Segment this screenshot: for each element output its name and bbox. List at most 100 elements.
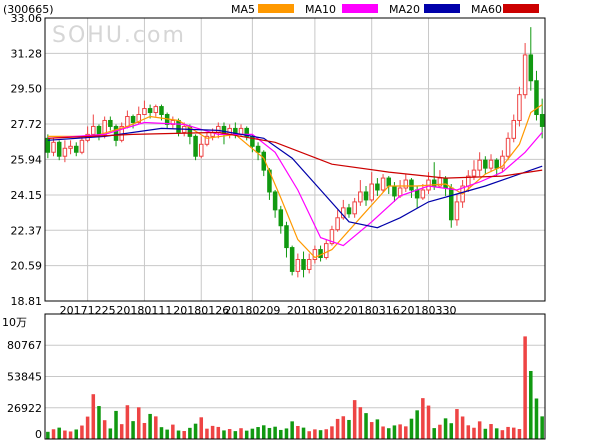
date-tick-label: 20180126 [173,304,229,317]
candle-body [420,189,426,199]
volume-bar [347,419,351,439]
legend-swatch-ma20 [424,4,460,13]
volume-bar [449,423,454,439]
date-tick-label: 20180316 [344,304,400,317]
legend: MA5 MA10 MA20 MA60 [231,3,539,16]
volume-bar [296,425,300,439]
volume-bar [193,423,198,439]
candle-body [312,249,318,260]
candle-body [255,145,261,153]
price-tick-label: 18.81 [11,295,43,308]
candle-body [227,127,232,135]
candle-body [500,155,505,169]
candle [420,184,426,200]
price-tick-label: 31.28 [11,47,43,60]
volume-tick-label: 80767 [7,339,42,352]
volume-bar [63,430,67,439]
volume-bar [386,428,391,439]
volume-bar [267,427,272,439]
volume-bar [438,424,442,439]
candle-body [454,201,460,221]
candle [68,140,73,155]
volume-bar [131,421,135,439]
volume-bar [494,428,499,439]
volume-bar [529,370,533,439]
candle [346,203,352,218]
volume-bar [227,429,232,439]
legend-label-ma5: MA5 [231,3,255,16]
candle [323,239,329,260]
volume-bar [352,400,357,439]
volume-bar [119,424,124,439]
candle [494,158,499,177]
volume-bar [136,407,141,439]
candle [380,174,386,192]
volume-bar [290,421,294,439]
volume-bar [199,417,204,439]
candle-body [130,116,136,123]
candle [335,209,340,232]
volume-bar [171,424,175,439]
volume-bar [358,407,363,439]
volume-bar [74,429,79,439]
stock-code: (300665) [3,3,54,16]
candle [448,184,454,228]
candle [306,253,312,274]
candle [244,126,249,141]
candle-body [494,159,499,169]
candle-body [159,106,164,116]
candle-body [517,94,522,121]
candle-body [216,125,221,133]
candle-body [448,187,454,221]
volume-bar [426,405,431,439]
volume-axis-labels: 80767 53845 26922 0 [7,339,42,440]
volume-bar [108,428,113,439]
price-tick-label: 27.72 [11,118,43,131]
candle [426,172,431,194]
candle-body [136,114,142,123]
candle [403,174,409,192]
candle-body [96,125,102,135]
date-tick-label: 20180302 [287,304,343,317]
candle [255,142,261,161]
candle [386,176,392,194]
ma-line-ma20 [47,127,543,229]
candle [517,86,522,127]
watermark: SOHU.com [52,23,186,48]
candle-body [534,80,539,116]
candle [454,193,460,226]
volume-bar [489,424,493,439]
candle [505,132,511,161]
candle-body [244,127,249,137]
volume-unit: 10万 [2,316,27,329]
candle-body [483,159,488,169]
candle [312,245,318,264]
volume-bar [443,418,448,439]
candle [369,172,374,202]
candle [437,170,443,188]
candle [51,138,56,157]
volume-tick-label: 26922 [7,402,42,415]
volume-bar [51,429,56,439]
candle [56,140,62,161]
date-tick-label: 20171225 [60,304,116,317]
legend-label-ma60: MA60 [471,3,502,16]
candle-body [68,145,73,149]
volume-bar [301,427,306,439]
candle-body [352,201,357,215]
candle [289,245,295,276]
candle [392,182,397,202]
candle [164,112,170,129]
candle-body [511,119,517,139]
candle [409,178,414,198]
candle-body [142,108,147,116]
candle [119,122,124,143]
candle-body [73,145,79,153]
candle-body [409,179,414,191]
volume-bar [534,398,539,439]
volume-bar [102,420,107,439]
candle-body [51,141,56,153]
candle [528,27,534,91]
volume-bar [91,394,96,439]
